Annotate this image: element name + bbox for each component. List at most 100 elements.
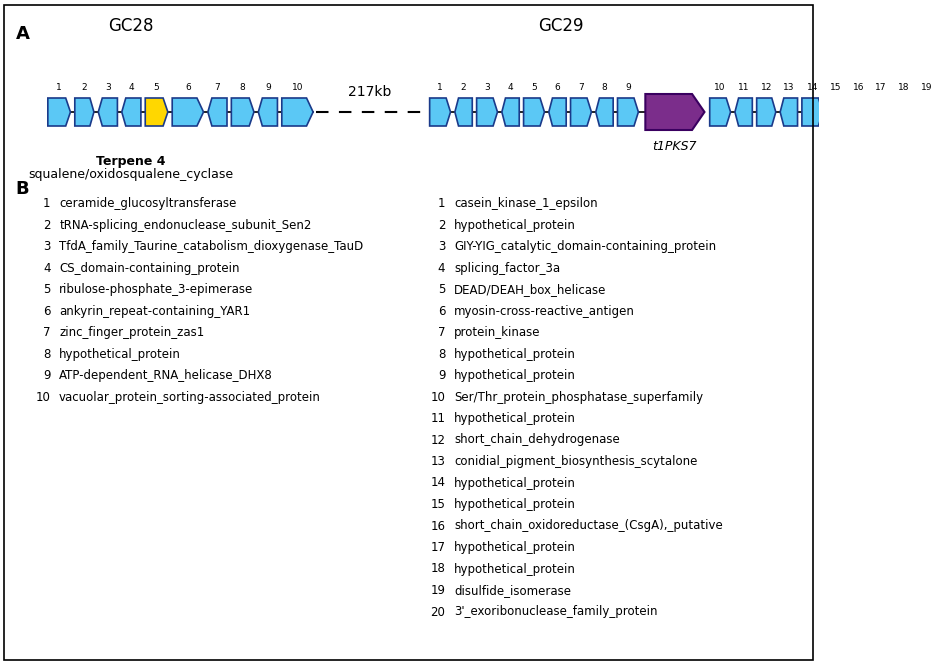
Text: 3: 3: [105, 83, 111, 92]
Text: 13: 13: [783, 83, 795, 92]
Text: 14: 14: [806, 83, 818, 92]
Text: B: B: [16, 180, 29, 198]
Polygon shape: [48, 98, 71, 126]
Text: 18: 18: [430, 563, 446, 575]
Text: 7: 7: [215, 83, 220, 92]
Text: 3'_exoribonuclease_family_protein: 3'_exoribonuclease_family_protein: [454, 606, 658, 618]
Text: 9: 9: [625, 83, 631, 92]
Text: 4: 4: [438, 261, 446, 275]
Text: 2: 2: [461, 83, 466, 92]
Polygon shape: [780, 98, 798, 126]
Text: 6: 6: [185, 83, 190, 92]
Text: DEAD/DEAH_box_helicase: DEAD/DEAH_box_helicase: [454, 283, 607, 296]
Text: 16: 16: [853, 83, 864, 92]
Polygon shape: [74, 98, 94, 126]
Text: 17: 17: [875, 83, 886, 92]
Text: Ser/Thr_protein_phosphatase_superfamily: Ser/Thr_protein_phosphatase_superfamily: [454, 390, 703, 404]
Text: 18: 18: [898, 83, 909, 92]
Text: 4: 4: [128, 83, 134, 92]
Text: 2: 2: [82, 83, 88, 92]
Text: ribulose-phosphate_3-epimerase: ribulose-phosphate_3-epimerase: [59, 283, 253, 296]
Polygon shape: [618, 98, 639, 126]
Text: ceramide_glucosyltransferase: ceramide_glucosyltransferase: [59, 197, 236, 210]
Text: hypothetical_protein: hypothetical_protein: [454, 477, 576, 489]
Text: 12: 12: [430, 434, 446, 446]
Text: GIY-YIG_catalytic_domain-containing_protein: GIY-YIG_catalytic_domain-containing_prot…: [454, 240, 716, 253]
Polygon shape: [735, 98, 753, 126]
Text: splicing_factor_3a: splicing_factor_3a: [454, 261, 560, 275]
Text: 1: 1: [437, 83, 443, 92]
Text: hypothetical_protein: hypothetical_protein: [454, 563, 576, 575]
Text: 1: 1: [438, 197, 446, 210]
Polygon shape: [282, 98, 313, 126]
Text: 11: 11: [430, 412, 446, 425]
Text: 1: 1: [57, 83, 62, 92]
Text: 7: 7: [578, 83, 584, 92]
Polygon shape: [430, 98, 450, 126]
Text: short_chain_oxidoreductase_(CsgA),_putative: short_chain_oxidoreductase_(CsgA),_putat…: [454, 519, 723, 533]
Text: 10: 10: [292, 83, 303, 92]
Text: 8: 8: [240, 83, 246, 92]
Text: 10: 10: [36, 390, 51, 404]
Polygon shape: [208, 98, 227, 126]
Text: 4: 4: [508, 83, 513, 92]
Polygon shape: [939, 98, 942, 126]
Text: disulfide_isomerase: disulfide_isomerase: [454, 584, 571, 597]
Text: 5: 5: [43, 283, 51, 296]
Polygon shape: [172, 98, 203, 126]
Text: 20: 20: [430, 606, 446, 618]
Text: conidial_pigment_biosynthesis_scytalone: conidial_pigment_biosynthesis_scytalone: [454, 455, 697, 468]
Text: 4: 4: [43, 261, 51, 275]
Text: A: A: [16, 25, 29, 43]
Polygon shape: [571, 98, 592, 126]
Polygon shape: [827, 98, 845, 126]
Text: 8: 8: [43, 348, 51, 360]
Text: hypothetical_protein: hypothetical_protein: [59, 348, 181, 360]
Text: 1: 1: [43, 197, 51, 210]
Text: 13: 13: [430, 455, 446, 468]
Polygon shape: [122, 98, 141, 126]
Text: 10: 10: [714, 83, 726, 92]
Text: 5: 5: [438, 283, 446, 296]
Text: 19: 19: [430, 584, 446, 597]
Text: 8: 8: [438, 348, 446, 360]
Polygon shape: [145, 98, 168, 126]
Polygon shape: [595, 98, 613, 126]
Text: hypothetical_protein: hypothetical_protein: [454, 369, 576, 382]
Polygon shape: [524, 98, 544, 126]
Text: GC29: GC29: [538, 17, 584, 35]
Polygon shape: [455, 98, 472, 126]
Text: hypothetical_protein: hypothetical_protein: [454, 541, 576, 554]
Text: 2: 2: [438, 219, 446, 231]
Text: GC28: GC28: [107, 17, 154, 35]
Polygon shape: [232, 98, 254, 126]
Text: 16: 16: [430, 519, 446, 533]
Text: 5: 5: [531, 83, 537, 92]
Text: 15: 15: [830, 83, 841, 92]
Text: 17: 17: [430, 541, 446, 554]
Text: casein_kinase_1_epsilon: casein_kinase_1_epsilon: [454, 197, 597, 210]
Text: t1PKS7: t1PKS7: [653, 140, 697, 153]
Polygon shape: [98, 98, 118, 126]
Text: ankyrin_repeat-containing_YAR1: ankyrin_repeat-containing_YAR1: [59, 305, 251, 317]
Polygon shape: [645, 94, 705, 130]
Polygon shape: [549, 98, 566, 126]
Text: squalene/oxidosqualene_cyclase: squalene/oxidosqualene_cyclase: [28, 168, 233, 181]
Text: myosin-cross-reactive_antigen: myosin-cross-reactive_antigen: [454, 305, 635, 317]
Text: 3: 3: [438, 240, 446, 253]
Polygon shape: [709, 98, 731, 126]
Text: 6: 6: [555, 83, 560, 92]
Text: protein_kinase: protein_kinase: [454, 326, 541, 339]
Polygon shape: [802, 98, 822, 126]
Text: hypothetical_protein: hypothetical_protein: [454, 412, 576, 425]
Polygon shape: [918, 98, 935, 126]
Text: 12: 12: [760, 83, 771, 92]
Text: 3: 3: [43, 240, 51, 253]
Text: 9: 9: [43, 369, 51, 382]
Text: tRNA-splicing_endonuclease_subunit_Sen2: tRNA-splicing_endonuclease_subunit_Sen2: [59, 219, 312, 231]
Text: 3: 3: [484, 83, 490, 92]
Text: 7: 7: [438, 326, 446, 339]
Text: CS_domain-containing_protein: CS_domain-containing_protein: [59, 261, 239, 275]
Text: 15: 15: [430, 498, 446, 511]
Text: hypothetical_protein: hypothetical_protein: [454, 219, 576, 231]
